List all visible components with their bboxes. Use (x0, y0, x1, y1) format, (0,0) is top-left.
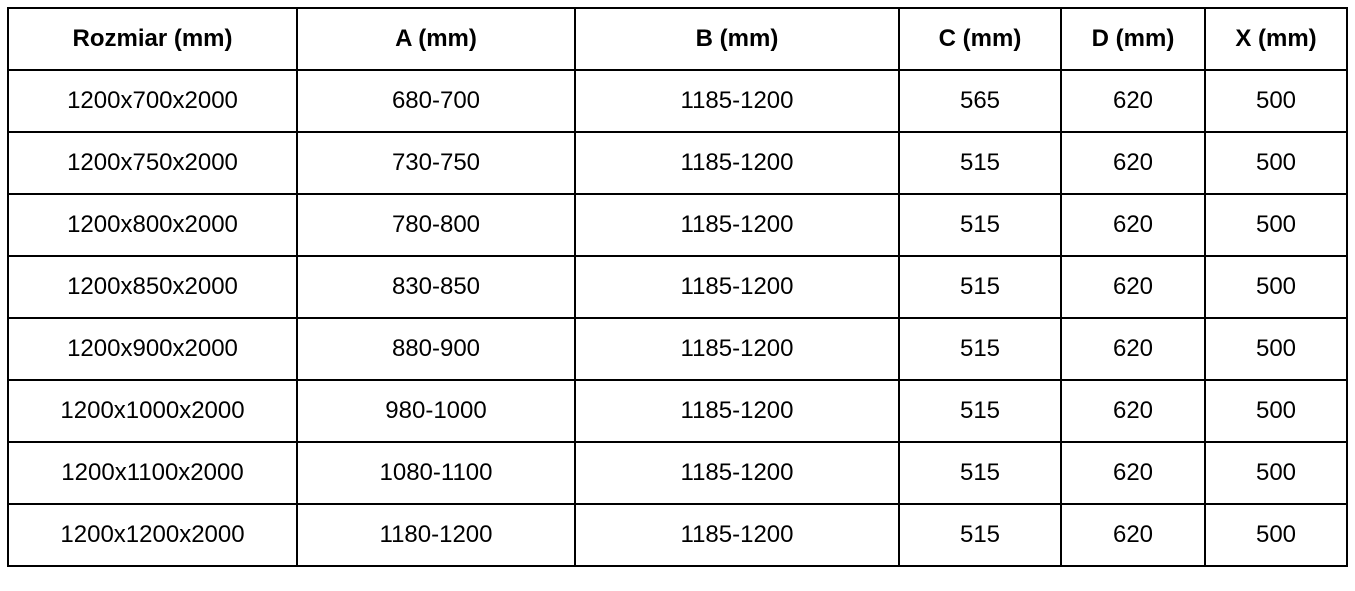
cell-d: 620 (1060, 69, 1206, 133)
cell-size: 1200x1000x2000 (7, 379, 298, 443)
cell-x: 500 (1204, 255, 1348, 319)
cell-d: 620 (1060, 503, 1206, 567)
header-row: Rozmiar (mm) A (mm) B (mm) C (mm) D (mm) X (m… (7, 7, 1348, 71)
cell-size: 1200x800x2000 (7, 193, 298, 257)
table-row: 1200x700x2000 680-700 1185-1200 565 620 500 (7, 69, 1348, 133)
cell-b: 1185-1200 (574, 131, 900, 195)
cell-a: 1180-1200 (296, 503, 576, 567)
cell-x: 500 (1204, 379, 1348, 443)
table-row: 1200x900x2000 880-900 1185-1200 515 620 500 (7, 317, 1348, 381)
cell-a: 680-700 (296, 69, 576, 133)
table-body: 1200x700x2000 680-700 1185-1200 565 620 500 12… (7, 69, 1348, 567)
cell-x: 500 (1204, 193, 1348, 257)
cell-size: 1200x850x2000 (7, 255, 298, 319)
cell-a: 980-1000 (296, 379, 576, 443)
cell-d: 620 (1060, 255, 1206, 319)
cell-size: 1200x750x2000 (7, 131, 298, 195)
cell-x: 500 (1204, 441, 1348, 505)
header-b: B (mm) (574, 7, 900, 71)
table-row: 1200x1100x2000 1080-1100 1185-1200 515 620 50… (7, 441, 1348, 505)
dimensions-table: Rozmiar (mm) A (mm) B (mm) C (mm) D (mm) X (m… (7, 7, 1348, 567)
cell-b: 1185-1200 (574, 317, 900, 381)
cell-c: 515 (898, 317, 1062, 381)
cell-b: 1185-1200 (574, 193, 900, 257)
table-row: 1200x1200x2000 1180-1200 1185-1200 515 620 50… (7, 503, 1348, 567)
cell-a: 880-900 (296, 317, 576, 381)
cell-a: 830-850 (296, 255, 576, 319)
cell-x: 500 (1204, 503, 1348, 567)
cell-b: 1185-1200 (574, 255, 900, 319)
cell-size: 1200x1100x2000 (7, 441, 298, 505)
cell-size: 1200x700x2000 (7, 69, 298, 133)
cell-d: 620 (1060, 317, 1206, 381)
cell-c: 515 (898, 379, 1062, 443)
header-c: C (mm) (898, 7, 1062, 71)
cell-c: 515 (898, 255, 1062, 319)
cell-b: 1185-1200 (574, 69, 900, 133)
cell-a: 1080-1100 (296, 441, 576, 505)
cell-b: 1185-1200 (574, 379, 900, 443)
table-row: 1200x800x2000 780-800 1185-1200 515 620 500 (7, 193, 1348, 257)
cell-d: 620 (1060, 379, 1206, 443)
header-size: Rozmiar (mm) (7, 7, 298, 71)
cell-x: 500 (1204, 317, 1348, 381)
cell-size: 1200x900x2000 (7, 317, 298, 381)
cell-x: 500 (1204, 69, 1348, 133)
table-row: 1200x1000x2000 980-1000 1185-1200 515 620 500 (7, 379, 1348, 443)
cell-size: 1200x1200x2000 (7, 503, 298, 567)
cell-c: 515 (898, 503, 1062, 567)
cell-a: 780-800 (296, 193, 576, 257)
cell-c: 515 (898, 441, 1062, 505)
cell-c: 565 (898, 69, 1062, 133)
cell-b: 1185-1200 (574, 503, 900, 567)
cell-d: 620 (1060, 441, 1206, 505)
header-a: A (mm) (296, 7, 576, 71)
cell-c: 515 (898, 131, 1062, 195)
header-d: D (mm) (1060, 7, 1206, 71)
table-row: 1200x750x2000 730-750 1185-1200 515 620 500 (7, 131, 1348, 195)
cell-x: 500 (1204, 131, 1348, 195)
cell-d: 620 (1060, 131, 1206, 195)
cell-b: 1185-1200 (574, 441, 900, 505)
cell-c: 515 (898, 193, 1062, 257)
cell-a: 730-750 (296, 131, 576, 195)
cell-d: 620 (1060, 193, 1206, 257)
header-x: X (mm) (1204, 7, 1348, 71)
table-row: 1200x850x2000 830-850 1185-1200 515 620 500 (7, 255, 1348, 319)
